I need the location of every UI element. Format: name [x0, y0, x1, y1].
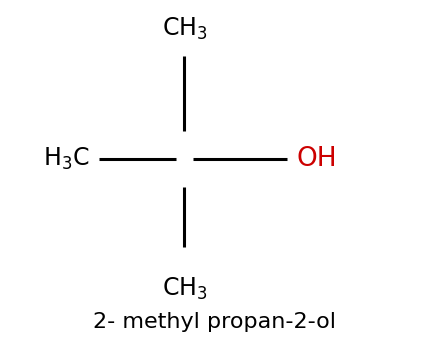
- Text: CH$_3$: CH$_3$: [162, 16, 207, 42]
- Text: 2- methyl propan-2-ol: 2- methyl propan-2-ol: [93, 312, 336, 332]
- Text: H$_3$C: H$_3$C: [43, 146, 89, 172]
- Text: OH: OH: [296, 146, 337, 172]
- Text: CH$_3$: CH$_3$: [162, 275, 207, 301]
